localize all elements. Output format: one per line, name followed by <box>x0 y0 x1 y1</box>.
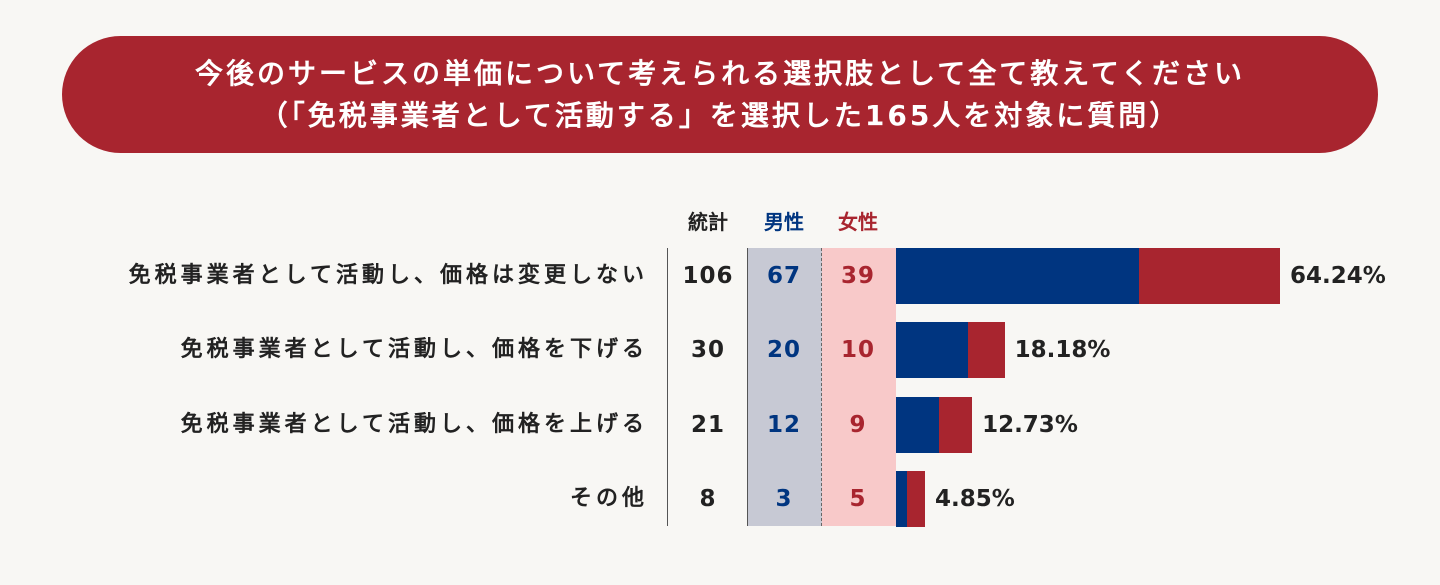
male-count: 12 <box>766 412 801 438</box>
total-count: 21 <box>690 412 725 438</box>
female-count: 9 <box>849 412 867 438</box>
bar-female <box>1138 248 1280 304</box>
column-header-total: 統計 <box>688 210 728 234</box>
column-header-female: 女性 <box>838 210 878 234</box>
bar-male <box>896 322 969 378</box>
male-count: 3 <box>775 486 793 512</box>
male-count: 20 <box>766 337 801 363</box>
percent-label: 18.18% <box>1014 337 1111 363</box>
title-line-2: （「免税事業者として活動する」を選択した165人を対象に質問） <box>259 98 1181 132</box>
bar-male <box>896 471 907 527</box>
female-count: 39 <box>840 263 875 289</box>
female-count: 5 <box>849 486 867 512</box>
total-count: 30 <box>690 337 725 363</box>
male-column-band <box>748 248 822 526</box>
bar-male <box>896 248 1139 304</box>
title-line-1: 今後のサービスの単価について考えられる選択肢として全て教えてください <box>194 56 1246 90</box>
row-label: 免税事業者として活動し、価格を上げる <box>180 412 648 437</box>
total-count: 8 <box>699 486 717 512</box>
male-count: 67 <box>766 263 801 289</box>
total-count: 106 <box>682 263 734 289</box>
bar-female <box>968 322 1005 378</box>
row-label: 免税事業者として活動し、価格を下げる <box>180 337 648 362</box>
bar-male <box>896 397 940 453</box>
label-divider <box>667 248 668 526</box>
row-label: その他 <box>569 486 648 511</box>
female-column-band <box>822 248 896 526</box>
gender-divider <box>821 248 822 526</box>
bar-female <box>906 471 925 527</box>
column-header-male: 男性 <box>764 210 804 234</box>
title-banner: 今後のサービスの単価について考えられる選択肢として全て教えてください （「免税事… <box>62 36 1378 153</box>
percent-label: 4.85% <box>934 486 1015 512</box>
total-divider <box>747 248 748 526</box>
row-label: 免税事業者として活動し、価格は変更しない <box>128 263 648 288</box>
percent-label: 12.73% <box>982 412 1078 438</box>
percent-label: 64.24% <box>1290 263 1386 289</box>
female-count: 10 <box>840 337 875 363</box>
bar-female <box>939 397 973 453</box>
